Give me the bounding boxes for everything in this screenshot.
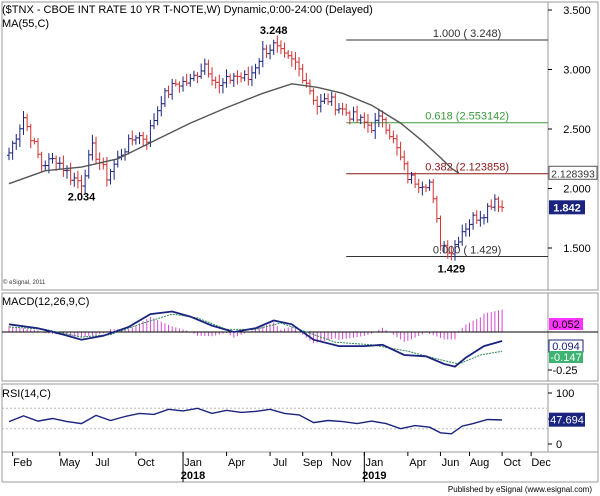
macd-y-axis: 0.052 0.094-0.147-0.25	[548, 318, 584, 377]
x-month-label: Dec	[531, 457, 551, 469]
y-tick-label: 3.000	[563, 65, 591, 77]
ma-55-line	[8, 83, 459, 185]
macd-indicator-label: MACD(12,26,9,C)	[2, 296, 89, 308]
price-panel: 1.000 ( 3.248) 0.618 (2.553142) 0.382 (2.1…	[2, 4, 598, 286]
macd-value-box	[549, 318, 583, 330]
x-month-label: Nov	[332, 457, 352, 469]
y-tick-label: 3.500	[563, 5, 591, 17]
macd-value-label: 0.052	[552, 319, 580, 331]
published-by-footer: Published by eSignal (www.esignal.com)	[448, 485, 592, 494]
x-month-label: Feb	[13, 457, 32, 469]
rsi-value-label: 47.694	[550, 415, 584, 427]
panel-frame	[1, 383, 599, 453]
rsi-guide-lines	[2, 407, 548, 430]
x-year-label: 2019	[362, 470, 386, 482]
x-year-label: 2018	[181, 470, 205, 482]
x-month-label: Jun	[442, 457, 460, 469]
y-tick-label: 1.500	[563, 243, 591, 255]
x-month-label: Oct	[137, 457, 154, 469]
price-annotation: 1.429	[438, 263, 466, 275]
y-tick-label: 100	[556, 388, 574, 400]
chart-title: ($TNX - CBOE INT RATE 10 YR T-NOTE,W) Dy…	[2, 4, 373, 16]
rsi-indicator-label: RSI(14,C)	[2, 388, 51, 400]
rsi-y-axis: 10050047.694	[548, 388, 585, 451]
price-annotations: 3.248 2.034 1.429	[68, 25, 465, 275]
price-bars	[7, 35, 505, 261]
y-tick-label: 0	[556, 439, 562, 451]
price-y-axis: 3.500 3.000 2.500 2.000 1.500 2.128393 1.842	[548, 5, 598, 255]
macd-value-label: -0.147	[550, 352, 581, 364]
panel-frames	[1, 1, 599, 483]
x-month-label: Jan	[365, 457, 383, 469]
x-month-label: Sep	[303, 457, 323, 469]
x-month-label: Apr	[409, 457, 426, 469]
macd-value-box	[549, 351, 583, 363]
last-price-label: 1.842	[553, 202, 581, 214]
x-month-label: Jul	[273, 457, 287, 469]
x-month-label: Oct	[504, 457, 521, 469]
fib-label: 0.382 (2.123858)	[425, 162, 509, 174]
y-tick-label: 2.000	[563, 184, 591, 196]
fib-label: 0.618 (2.553142)	[425, 111, 509, 123]
y-tick-label: 2.500	[563, 124, 591, 136]
price-annotation: 2.034	[68, 191, 96, 203]
x-month-label: Jan	[184, 457, 202, 469]
x-axis: Feb May Jul Oct Jan Apr Jul Sep Nov Jan Apr Jun Aug O…	[12, 452, 551, 482]
price-annotation: 3.248	[260, 25, 288, 37]
rsi-line	[8, 407, 503, 435]
macd-line	[8, 310, 503, 368]
ma-value-box	[548, 165, 598, 180]
x-month-label: Aug	[470, 457, 490, 469]
x-month-label: May	[59, 457, 80, 469]
ma-indicator-label: MA(55,C)	[2, 18, 49, 30]
panel-frame	[1, 292, 599, 382]
ma-value-label: 2.128393	[551, 168, 595, 180]
rsi-panel: 10050047.694 RSI(14,C)	[2, 388, 585, 451]
y-tick-label: -0.25	[552, 365, 577, 377]
fib-label: 1.000 ( 3.248)	[433, 28, 502, 40]
last-price-box	[549, 200, 585, 215]
price-bar	[500, 200, 505, 212]
macd-value-label: 0.094	[552, 341, 580, 353]
esignal-watermark: © eSignal, 2011	[3, 279, 46, 286]
x-month-label: Apr	[228, 457, 245, 469]
panel-frame	[1, 1, 599, 291]
rsi-value-box	[549, 412, 585, 427]
x-month-label: Jul	[95, 457, 109, 469]
macd-panel: 0.052 0.094-0.147-0.25 MACD(12,26,9,C)	[2, 296, 598, 377]
